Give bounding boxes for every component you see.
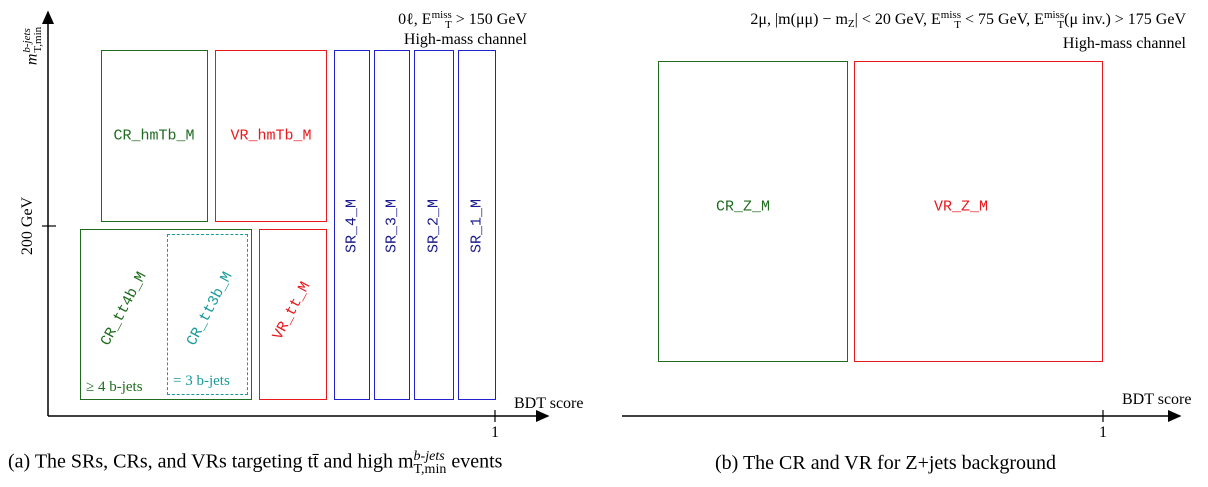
region-vr-tt[interactable] — [259, 229, 327, 400]
x-axis-label-a: BDT score — [514, 395, 584, 412]
x-tick-label-b: 1 — [1099, 424, 1107, 441]
region-cr-hmtb-label: CR_hmTb_M — [113, 127, 195, 145]
y-axis-label: m b-jets T,min — [21, 26, 44, 66]
region-sr-4-label: SR_4_M — [343, 198, 361, 254]
region-sr-4[interactable] — [334, 50, 370, 400]
note-3b-jets: = 3 b-jets — [173, 373, 230, 389]
note-4b-jets: ≥ 4 b-jets — [86, 379, 143, 395]
y-tick-label: 200 GeV — [19, 196, 36, 256]
region-vr-z[interactable] — [854, 61, 1103, 362]
region-vr-hmtb[interactable] — [215, 50, 327, 222]
region-cr-z-label: CR_Z_M — [715, 198, 771, 216]
region-sr-1[interactable] — [458, 50, 496, 400]
region-sr-3-label: SR_3_M — [383, 198, 401, 254]
region-sr-2[interactable] — [414, 50, 454, 400]
region-cr-z[interactable] — [658, 61, 848, 362]
panel-b-header-line2: High-mass channel — [1062, 35, 1186, 52]
x-axis-label-b: BDT score — [1122, 391, 1192, 408]
region-cr-hmtb[interactable] — [101, 50, 208, 222]
region-sr-3[interactable] — [374, 50, 410, 400]
region-cr-tt4b[interactable] — [80, 229, 252, 400]
y-axis-label-sub: T,min — [32, 26, 44, 53]
region-sr-1-label: SR_1_M — [468, 198, 486, 254]
region-vr-hmtb-label: VR_hmTb_M — [230, 127, 312, 145]
region-cr-tt3b[interactable] — [167, 234, 248, 395]
panel-a-caption: (a) The SRs, CRs, and VRs targeting tt̄ … — [8, 449, 503, 477]
region-sr-2-label: SR_2_M — [425, 198, 443, 254]
region-vr-z-label: VR_Z_M — [933, 198, 989, 216]
panel-b-caption: (b) The CR and VR for Z+jets background — [715, 452, 1057, 474]
x-tick-label-a: 1 — [491, 424, 499, 441]
panel-a-header-line2: High-mass channel — [403, 31, 527, 49]
